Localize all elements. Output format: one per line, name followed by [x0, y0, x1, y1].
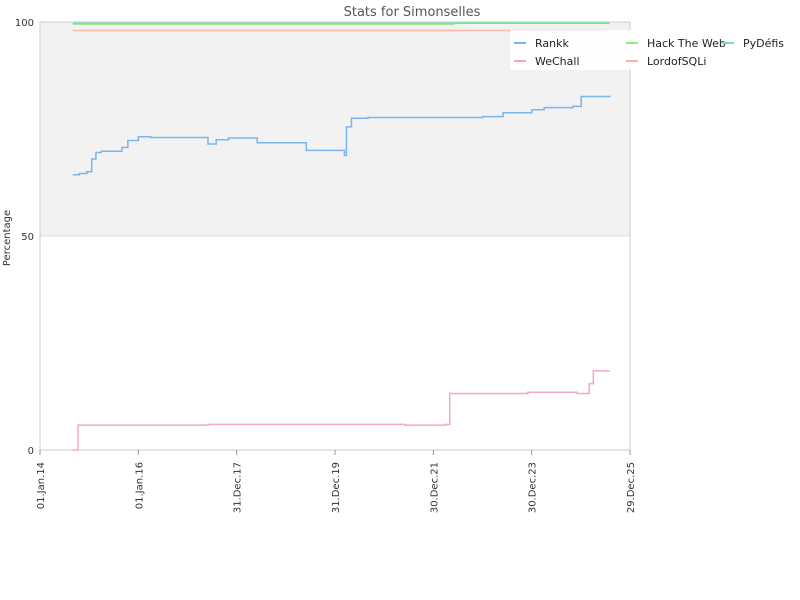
x-tick-label: 31.Dec.17 — [233, 462, 244, 513]
legend-label: WeChall — [535, 55, 580, 68]
series-line-wechall — [72, 370, 610, 451]
x-tick-label: 01.Jan.14 — [36, 462, 47, 509]
y-tick-label: 100 — [15, 18, 34, 29]
x-tick-label: 01.Jan.16 — [134, 462, 145, 509]
x-tick-label: 31.Dec.19 — [331, 462, 342, 513]
legend-label: LordofSQLi — [647, 55, 706, 68]
x-tick-label: 30.Dec.21 — [429, 462, 440, 513]
y-tick-label: 50 — [21, 232, 34, 243]
legend: Rankk WeChall Hack The Web LordofSQLi PyDéfi… — [510, 30, 786, 70]
legend-label: Rankk — [535, 37, 569, 50]
y-axis-label: Percentage — [2, 210, 13, 266]
legend-label: PyDéfis — [743, 37, 784, 50]
series-line-rankk — [72, 95, 611, 176]
x-tick-label: 30.Dec.23 — [528, 462, 539, 513]
legend-label: Hack The Web — [647, 37, 726, 50]
legend-background — [510, 30, 786, 70]
series-line-hack-the-web — [72, 21, 610, 25]
x-tick-label: 29.Dec.25 — [626, 462, 637, 513]
plot-area: 0 50 100 01.Jan.14 01.Jan.16 31.Dec.17 31.Dec.… — [15, 18, 637, 513]
chart-title: Stats for Simonselles — [344, 5, 481, 20]
y-tick-label: 0 — [28, 446, 34, 457]
